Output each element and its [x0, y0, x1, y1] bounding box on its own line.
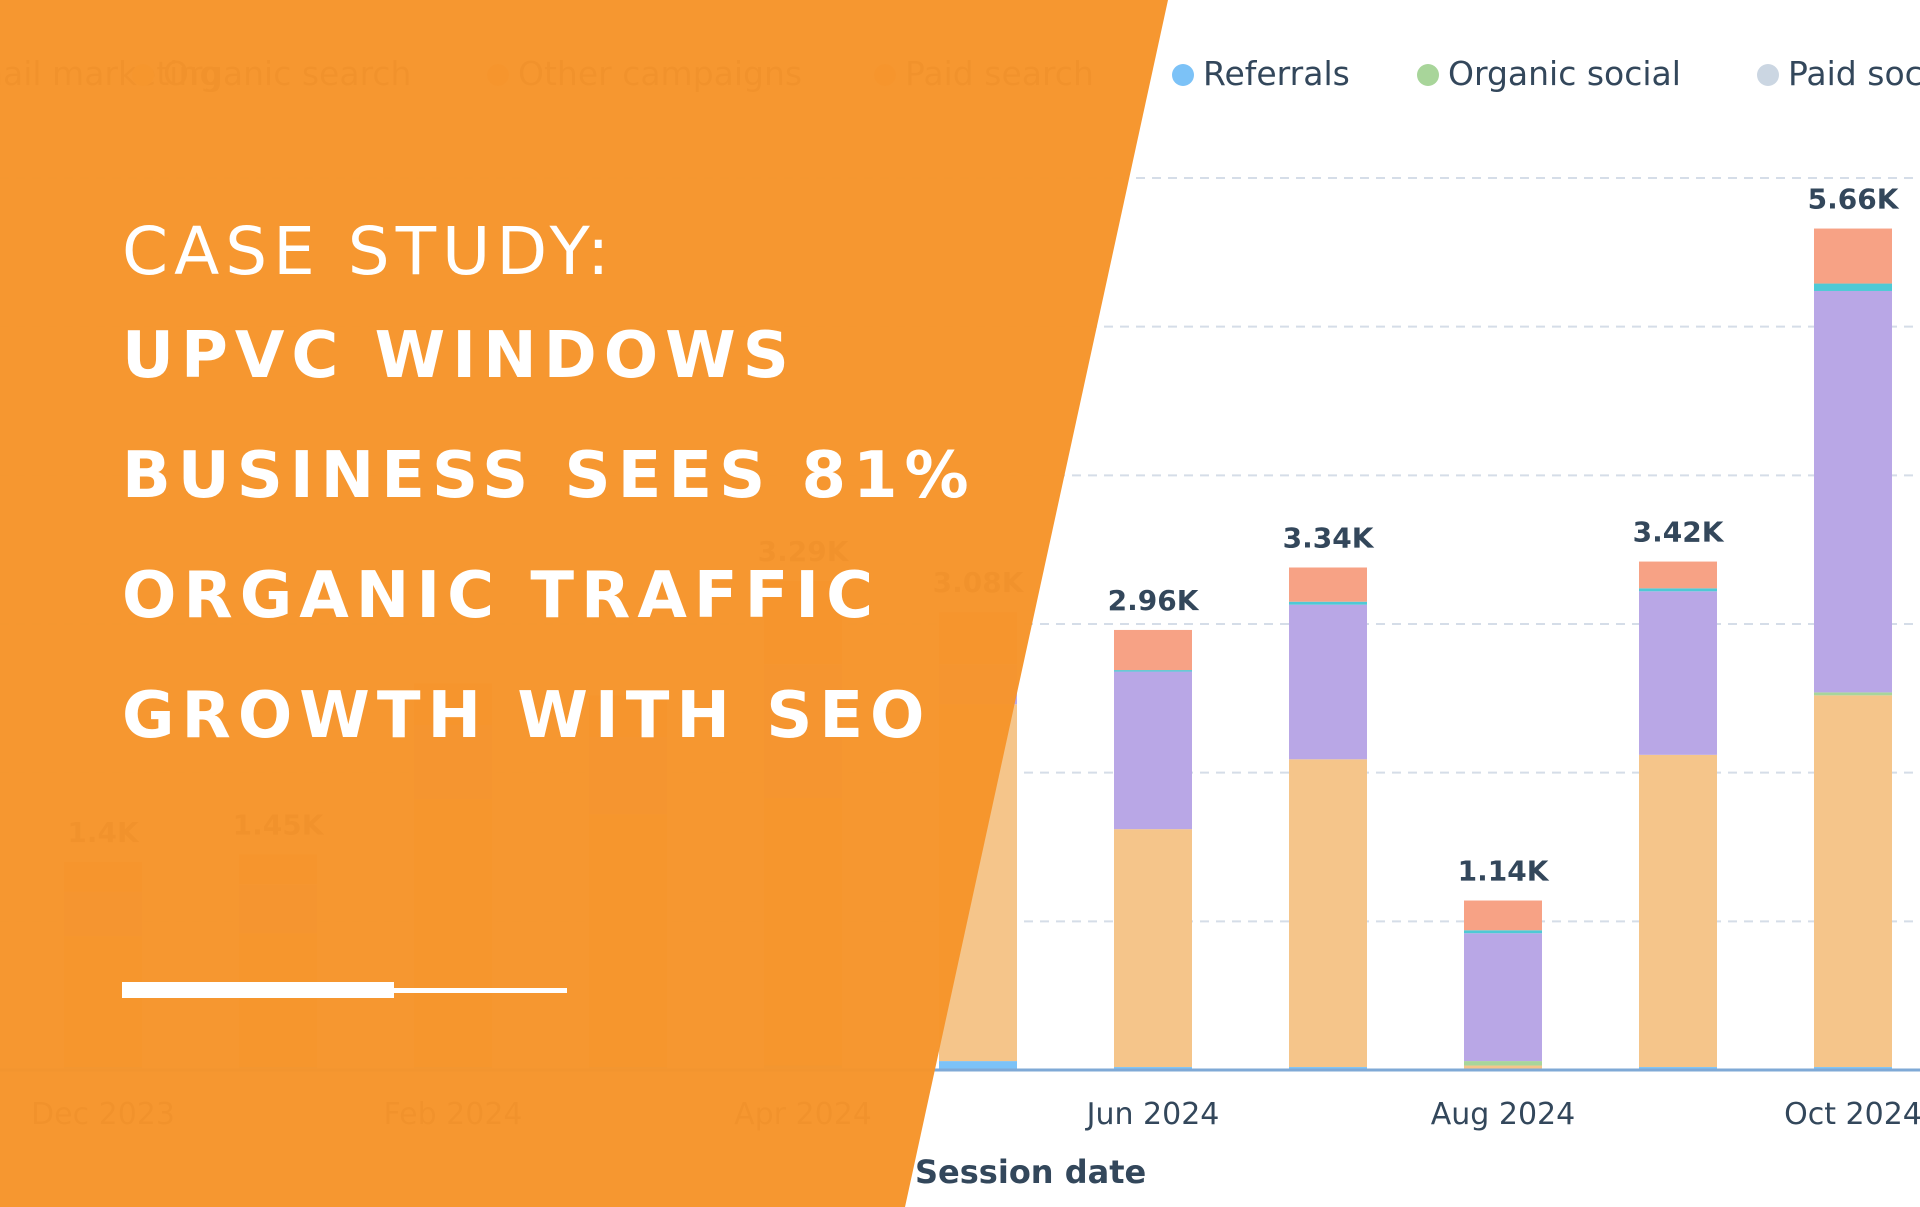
- bar-segment: [1289, 567, 1367, 602]
- bar-segment: [1464, 1065, 1542, 1069]
- underline-thin-segment: [394, 988, 567, 993]
- bar-segment: [1114, 670, 1192, 672]
- bar-segment: [1639, 754, 1717, 1068]
- x-axis-title: Session date: [915, 1153, 1146, 1191]
- legend-label: Paid social: [1788, 54, 1920, 93]
- bar-segment: [1814, 283, 1892, 291]
- bar-segment: [1639, 561, 1717, 589]
- bar-segment: [1639, 591, 1717, 755]
- underline-thick-segment: [122, 982, 394, 998]
- x-tick-label: Aug 2024: [1431, 1097, 1575, 1132]
- headline: CASE STUDY: UPVC WINDOWS BUSINESS SEES 8…: [122, 208, 1022, 776]
- bar-segment: [1814, 228, 1892, 284]
- headline-underline: [122, 982, 567, 998]
- legend-label: Referrals: [1203, 54, 1350, 93]
- legend-marker: [1757, 64, 1779, 86]
- bar-segment: [1639, 588, 1717, 592]
- bar-segment: [1114, 629, 1192, 671]
- headline-kicker: CASE STUDY:: [122, 213, 616, 290]
- legend-marker: [1417, 64, 1439, 86]
- bar-segment: [939, 1061, 1017, 1070]
- x-tick-label: Jun 2024: [1085, 1097, 1220, 1132]
- bar-segment: [1464, 933, 1542, 1062]
- bar-segment: [1289, 759, 1367, 1068]
- headline-title: UPVC WINDOWS BUSINESS SEES 81% ORGANIC T…: [122, 319, 976, 753]
- bar-total-label: 3.42K: [1633, 516, 1725, 549]
- legend-marker: [1172, 64, 1194, 86]
- legend-item[interactable]: Referrals: [1172, 54, 1350, 93]
- bar-segment: [1814, 290, 1892, 693]
- bar-segment: [1814, 692, 1892, 696]
- bar-segment: [1289, 604, 1367, 760]
- bar-total-label: 5.66K: [1808, 183, 1900, 216]
- bar-total-label: 3.34K: [1283, 522, 1375, 555]
- x-tick-label: Oct 2024: [1784, 1097, 1920, 1132]
- legend-item[interactable]: Paid social: [1757, 54, 1920, 93]
- bar-segment: [1464, 900, 1542, 931]
- bar-segment: [1289, 601, 1367, 605]
- legend-item[interactable]: Organic social: [1417, 54, 1681, 93]
- bar-segment: [1114, 829, 1192, 1068]
- bar-segment: [1464, 930, 1542, 934]
- bar-total-label: 1.14K: [1458, 855, 1550, 888]
- bar-segment: [1114, 671, 1192, 830]
- bar-segment: [1464, 1061, 1542, 1066]
- bar-segment: [1814, 695, 1892, 1068]
- legend-label: Organic social: [1448, 54, 1681, 93]
- bar-total-label: 2.96K: [1108, 584, 1200, 617]
